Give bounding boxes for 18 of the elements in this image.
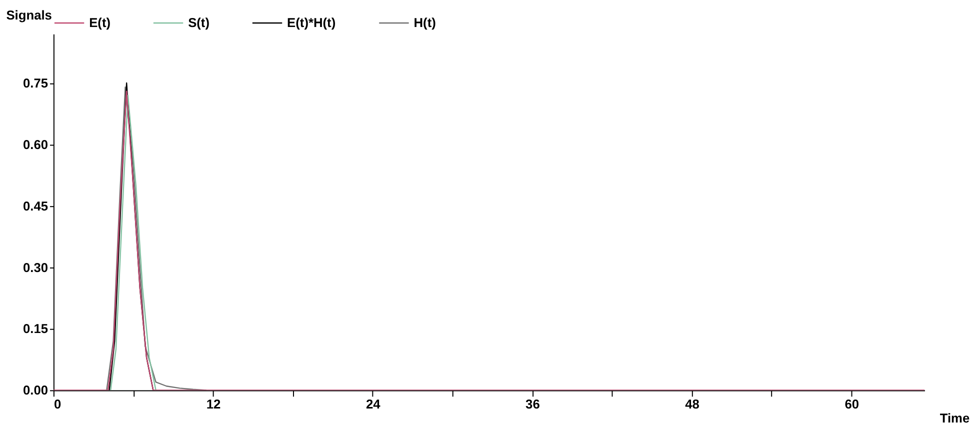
y-tick-label: 0.75: [22, 75, 48, 90]
y-tick-label: 0.30: [22, 260, 48, 275]
legend-label: S(t): [188, 14, 210, 30]
x-tick-label: 48: [685, 396, 700, 412]
x-tick-label: 24: [366, 396, 382, 412]
y-axis-title: Signals: [6, 8, 52, 23]
x-tick-label: 0: [54, 396, 62, 412]
legend-label: E(t): [89, 14, 111, 30]
legend-label: E(t)*H(t): [287, 14, 336, 30]
x-tick-label: 36: [526, 396, 540, 412]
y-tick-label: 0.60: [22, 136, 48, 152]
legend-label: H(t): [414, 14, 436, 30]
x-tick-label: 60: [844, 396, 860, 412]
y-tick-label: 0.00: [22, 382, 48, 398]
y-tick-label: 0.15: [22, 321, 48, 336]
x-axis-title: Time: [940, 410, 970, 426]
y-tick-label: 0.45: [22, 198, 48, 214]
x-tick-label: 12: [206, 396, 221, 412]
